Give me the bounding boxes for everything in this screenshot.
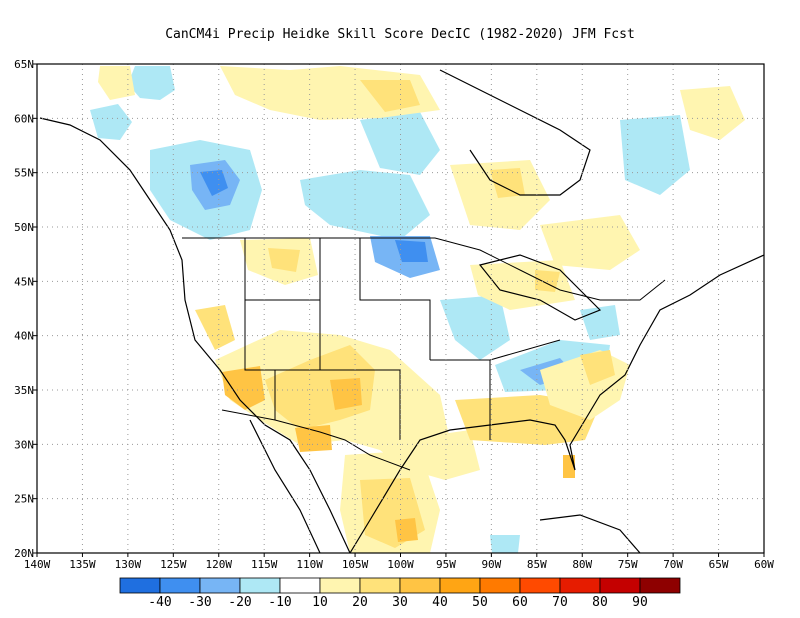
colorbar-label: 10 — [312, 595, 328, 610]
colorbar-label: 40 — [432, 595, 448, 610]
x-tick-label: 90W — [481, 558, 501, 571]
skill-region-texas-positive — [400, 430, 480, 480]
us-canada-border — [182, 237, 666, 301]
colorbar-swatch — [319, 577, 361, 594]
x-tick-label: 75W — [618, 558, 638, 571]
skill-region-midwest-negative — [440, 295, 510, 360]
colorbar-swatch — [399, 577, 441, 594]
colorbar-swatch — [639, 577, 681, 594]
colorbar-label: 60 — [512, 595, 528, 610]
colorbar-swatch — [199, 577, 241, 594]
us-mexico-border — [221, 409, 411, 471]
colorbar-label: 50 — [472, 595, 488, 610]
y-tick-label: 55N — [14, 167, 34, 180]
latitude-ticks: 20N 25N 30N 35N 40N 45N 50N 55N 60N 65N — [14, 58, 37, 560]
skill-region-plains-north-strong — [395, 240, 428, 262]
map-title: CanCM4i Precip Heidke Skill Score DecIC … — [165, 27, 635, 42]
x-tick-label: 130W — [115, 558, 142, 571]
colorbar-swatch — [159, 577, 201, 594]
y-tick-label: 20N — [14, 547, 34, 560]
colorbar-swatch — [519, 577, 561, 594]
colorbar-swatch — [279, 577, 321, 594]
baja-coast — [249, 419, 321, 553]
skill-region-alaska-negative — [128, 66, 175, 100]
skill-region-alaska-negative-2 — [90, 104, 132, 140]
y-tick-label: 45N — [14, 275, 34, 288]
skill-region-quebec-negative — [620, 115, 690, 195]
coastlines — [39, 69, 764, 553]
x-tick-label: 140W — [24, 558, 51, 571]
hudson-bay-coast — [439, 69, 591, 196]
x-tick-label: 120W — [206, 558, 233, 571]
colorbar-label: -20 — [228, 595, 251, 610]
x-tick-label: 125W — [160, 558, 187, 571]
skill-region-quebec-positive — [540, 215, 640, 270]
longitude-ticks: 140W 135W 130W 125W 120W 115W 110W 105W 100W 95W 9… — [24, 553, 774, 571]
colorbar: -40 -30 -20 -10 10 20 30 40 50 60 70 80 90 — [119, 577, 681, 610]
skill-region-prairie-negative — [300, 170, 430, 240]
borders — [182, 237, 666, 471]
colorbar-label: -40 — [148, 595, 171, 610]
colorbar-swatch — [599, 577, 641, 594]
colorbar-label: -10 — [268, 595, 291, 610]
skill-region-southeast-mid — [580, 350, 615, 385]
y-tick-label: 40N — [14, 330, 34, 343]
colorbar-swatch — [439, 577, 481, 594]
colorbar-swatch — [359, 577, 401, 594]
x-tick-label: 115W — [251, 558, 278, 571]
x-tick-label: 85W — [527, 558, 547, 571]
colorbar-swatch — [239, 577, 281, 594]
colorbar-swatch — [479, 577, 521, 594]
x-tick-label: 60W — [754, 558, 774, 571]
skill-region-chihuahua-positive — [295, 425, 332, 452]
skill-region-ocean-negative — [490, 535, 520, 553]
y-tick-label: 60N — [14, 112, 34, 125]
skill-region-california-positive — [195, 305, 235, 350]
skill-region-labrador-positive — [680, 86, 745, 140]
colorbar-label: 90 — [632, 595, 648, 610]
colorbar-label: 80 — [592, 595, 608, 610]
y-tick-label: 65N — [14, 58, 34, 71]
y-tick-label: 25N — [14, 493, 34, 506]
skill-region-northern-canada-mid — [360, 80, 420, 112]
colorbar-label: 70 — [552, 595, 568, 610]
skill-region-canada-west-strong — [200, 170, 228, 196]
x-tick-label: 100W — [387, 558, 414, 571]
skill-region-newmexico-positive — [330, 378, 362, 410]
x-tick-label: 70W — [663, 558, 683, 571]
state-lines — [244, 238, 561, 440]
gulf-coast — [349, 254, 764, 553]
skill-field — [90, 66, 745, 553]
skill-region-ontario-negative — [360, 112, 440, 175]
skill-region-arizona-positive — [222, 366, 265, 410]
pacific-coast — [39, 117, 351, 553]
yucatan-coast — [539, 514, 641, 553]
skill-region-four-corners-positive — [265, 345, 375, 430]
colorbar-label: 20 — [352, 595, 368, 610]
skill-region-mexico-strong — [395, 518, 418, 542]
colorbar-swatch — [119, 577, 161, 594]
colorbar-swatch — [559, 577, 601, 594]
skill-region-yukon-positive — [98, 66, 135, 100]
greatlakes — [478, 254, 602, 321]
y-tick-label: 35N — [14, 384, 34, 397]
x-tick-label: 105W — [342, 558, 369, 571]
graticule — [37, 64, 764, 553]
y-tick-label: 50N — [14, 221, 34, 234]
skill-region-montana-mid — [268, 248, 300, 272]
x-tick-label: 95W — [436, 558, 456, 571]
colorbar-label: -30 — [188, 595, 211, 610]
y-tick-label: 30N — [14, 438, 34, 451]
skill-region-hudson-mid — [490, 168, 525, 198]
x-tick-label: 80W — [572, 558, 592, 571]
x-tick-label: 65W — [709, 558, 729, 571]
x-tick-label: 135W — [69, 558, 96, 571]
x-tick-label: 110W — [296, 558, 323, 571]
colorbar-label: 30 — [392, 595, 408, 610]
